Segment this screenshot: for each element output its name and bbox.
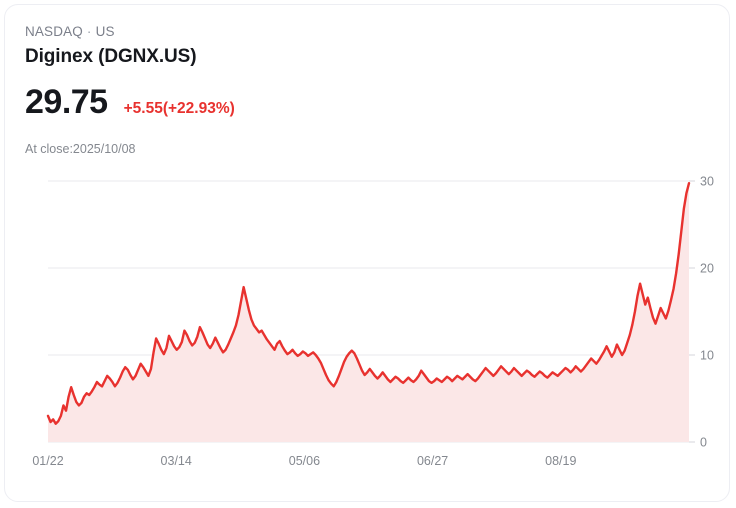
current-price: 29.75	[25, 83, 108, 121]
x-axis-labels: 01/22 03/14 05/06 06/27 08/19	[32, 454, 576, 468]
price-chart-svg[interactable]: 0 10 20 30 01/22 03/14 05/06 06/27 08/19	[5, 165, 730, 485]
price-chart[interactable]: 0 10 20 30 01/22 03/14 05/06 06/27 08/19	[5, 165, 730, 485]
x-axis-label: 08/19	[545, 454, 576, 468]
x-axis-label: 05/06	[289, 454, 320, 468]
y-axis-label: 10	[700, 349, 714, 363]
region-name: US	[95, 24, 115, 39]
exchange-region-line: NASDAQ · US	[25, 23, 709, 41]
series-area	[48, 183, 689, 442]
exchange-name: NASDAQ	[25, 24, 83, 39]
y-axis-label: 30	[700, 175, 714, 189]
separator-dot: ·	[86, 24, 92, 39]
y-axis-label: 0	[700, 436, 707, 450]
y-axis-labels: 0 10 20 30	[700, 175, 714, 450]
price-change: +5.55(+22.93%)	[123, 100, 235, 117]
y-axis-label: 20	[700, 262, 714, 276]
x-axis-label: 01/22	[32, 454, 63, 468]
quote-header: NASDAQ · US Diginex (DGNX.US)	[25, 23, 709, 69]
x-axis-label: 03/14	[161, 454, 192, 468]
x-axis-label: 06/27	[417, 454, 448, 468]
market-status-note: At close:2025/10/08	[25, 142, 136, 156]
price-row: 29.75 +5.55(+22.93%)	[25, 83, 235, 121]
chart-line-series	[46, 181, 691, 425]
page-title: Diginex (DGNX.US)	[25, 46, 197, 67]
chart-area-fill	[48, 183, 689, 442]
stock-quote-card: NASDAQ · US Diginex (DGNX.US) 29.75 +5.55(…	[4, 4, 730, 502]
series-line	[46, 181, 691, 425]
